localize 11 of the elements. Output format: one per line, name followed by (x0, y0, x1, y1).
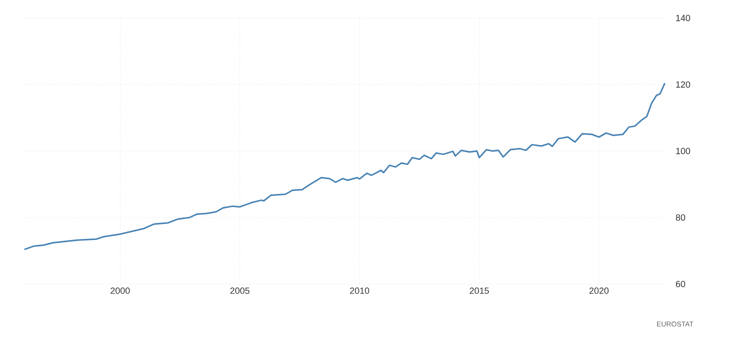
y-tick-label: 60 (676, 280, 686, 288)
x-tick-label: 2015 (470, 288, 489, 294)
y-tick-label: 80 (676, 214, 686, 221)
y-tick-label: 120 (676, 81, 690, 88)
x-tick-label: 2000 (110, 288, 130, 294)
y-tick-label: 100 (676, 148, 690, 154)
x-tick-label: 2005 (230, 288, 250, 294)
line-series (24, 82, 666, 250)
y-tick-label: 140 (676, 14, 690, 22)
x-tick-label: 2010 (350, 288, 370, 294)
x-tick-label: 2020 (589, 288, 609, 294)
